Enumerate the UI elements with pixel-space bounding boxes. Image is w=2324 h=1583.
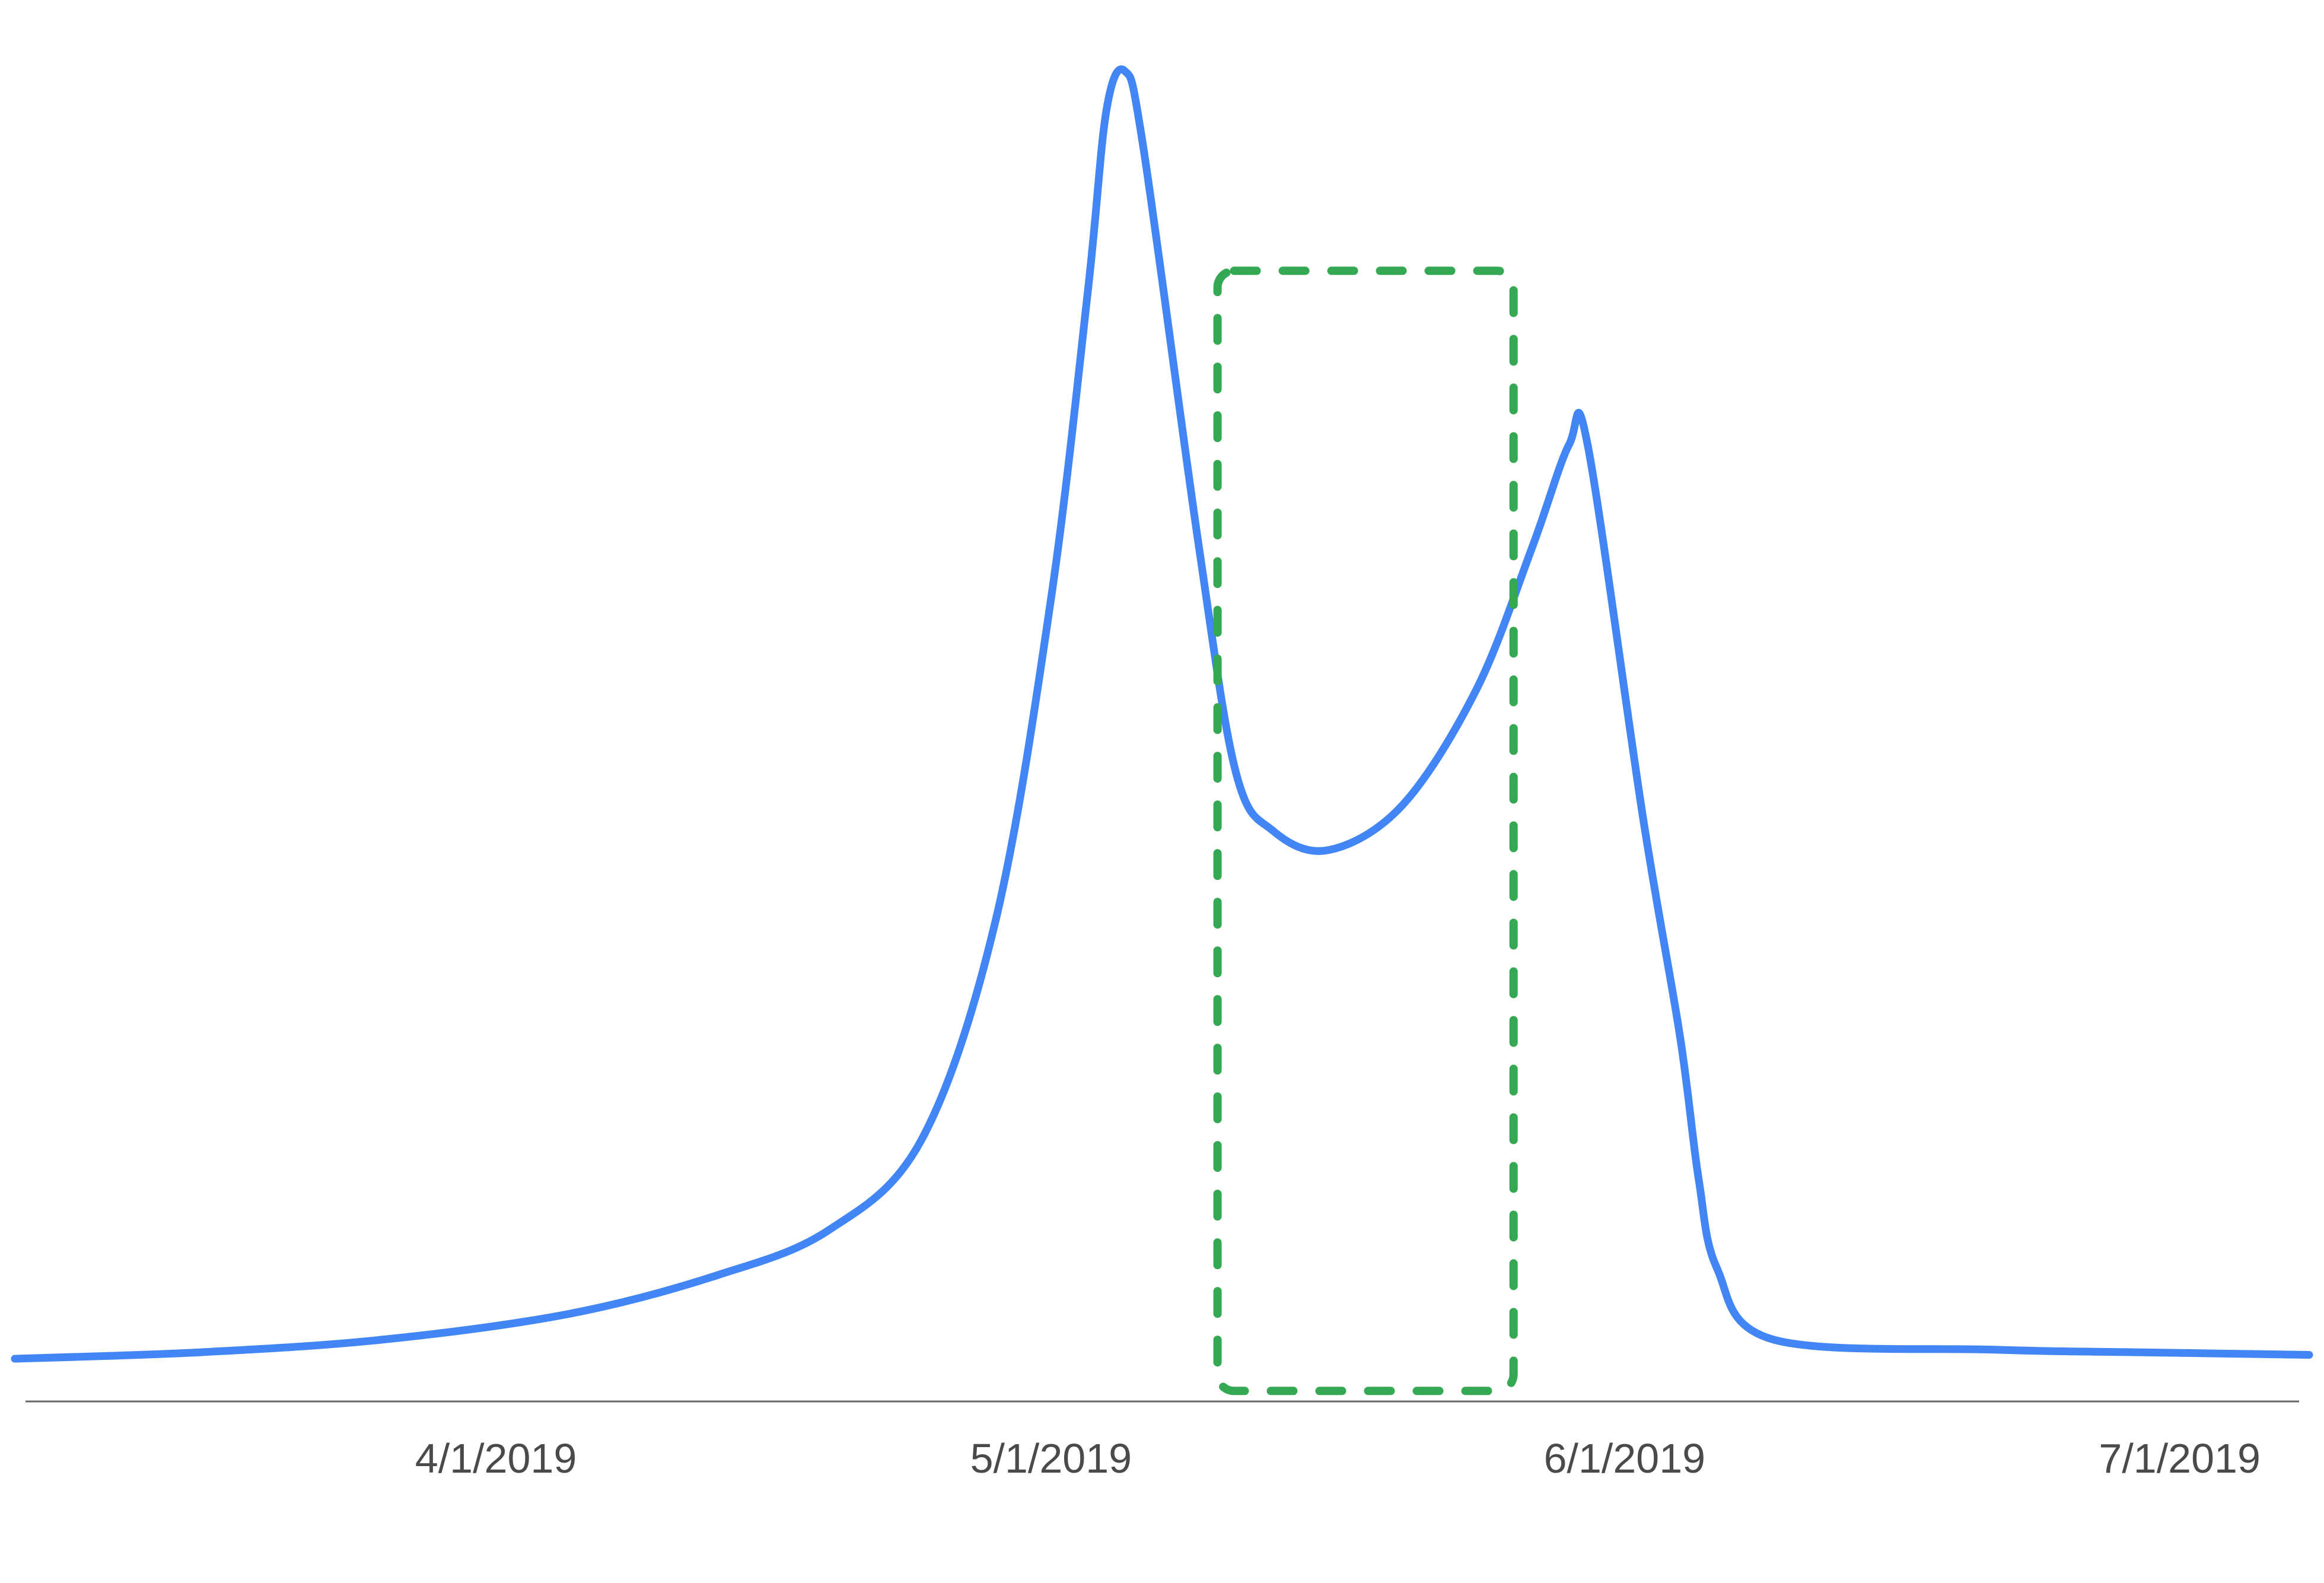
highlight-box (1213, 266, 1518, 1396)
x-tick-label: 6/1/2019 (1544, 1435, 1705, 1482)
series-line (11, 65, 2313, 1363)
annotation-layer (1213, 266, 1518, 1396)
x-tick-label: 4/1/2019 (415, 1435, 577, 1482)
x-tick-label: 7/1/2019 (2099, 1435, 2260, 1482)
x-tick-label: 5/1/2019 (970, 1435, 1132, 1482)
series-layer (11, 65, 2313, 1363)
x-axis-tick-labels: 4/1/2019 5/1/2019 6/1/2019 7/1/2019 (415, 1435, 2261, 1482)
